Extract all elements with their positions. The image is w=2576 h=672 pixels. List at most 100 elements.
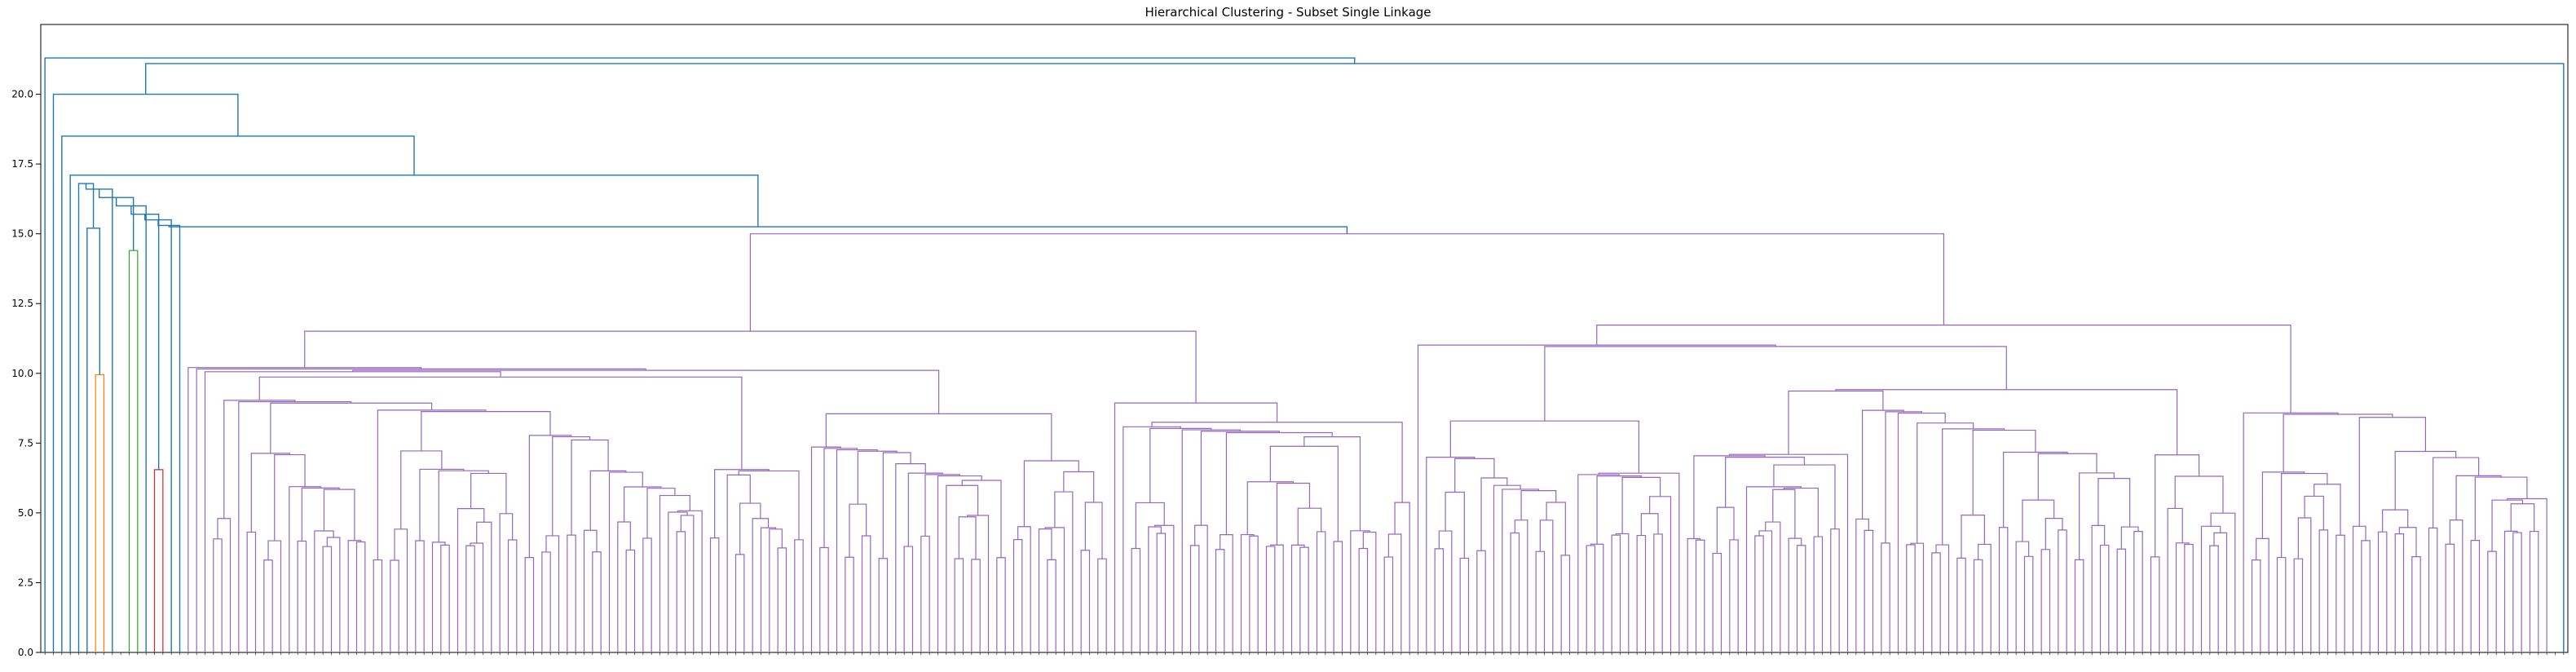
dendrogram-link [1577,474,1620,652]
dendrogram-link [1788,390,1884,455]
dendrogram-link [920,535,930,652]
dendrogram-link [1394,502,1410,652]
dendrogram-link [128,250,139,652]
dendrogram-link [499,513,514,652]
dendrogram-link [421,411,551,451]
dendrogram-link [1131,547,1141,652]
dendrogram-link [676,531,686,652]
dendrogram-link [1265,546,1276,652]
dendrogram-link [1864,529,1874,652]
dendrogram-link [2155,454,2200,557]
dendrogram-link [1063,471,1095,502]
dendrogram-link [2044,518,2063,550]
dendrogram-link [352,369,940,414]
dendrogram-link [1653,533,1663,652]
dendrogram-link [2394,533,2405,652]
dendrogram-link [1973,559,1983,652]
dendrogram-link [470,472,507,514]
y-axis: 0.0 2.5 5.0 7.5 10.0 12.5 15.0 17.5 20.0 [11,89,41,658]
dendrogram-link [1153,524,1175,652]
dendrogram-link [377,409,487,560]
dendrogram-link [326,537,341,652]
dendrogram-link [1687,537,1701,652]
dendrogram-link [1758,530,1773,652]
dendrogram-link [2213,532,2228,652]
dendrogram-link [996,557,1006,652]
dendrogram-link [845,556,854,652]
dendrogram-link-above-threshold [52,93,239,652]
dendrogram-link [571,439,609,536]
dendrogram-link [907,472,943,547]
y-tick-label: 20.0 [11,89,33,100]
dendrogram-link [1493,484,1521,652]
dendrogram-link [1772,489,1796,539]
dendrogram-link [2099,544,2110,652]
dendrogram-link [1942,428,2005,546]
dendrogram-link [1611,534,1621,652]
dendrogram-link [1745,486,1802,652]
dendrogram-link [1835,389,2178,455]
dendrogram-link [1754,535,1764,652]
dendrogram-link [419,468,465,542]
dendrogram-link [2297,517,2312,652]
dendrogram-link [250,453,290,533]
dendrogram-link [2251,559,2261,652]
dendrogram-link [1590,543,1604,652]
dendrogram-link [1290,544,1305,652]
dendrogram-link [2116,548,2127,652]
dendrogram-link [836,449,878,652]
dendrogram-link [2487,550,2497,652]
dendrogram-link [752,518,770,652]
dendrogram-link [1454,458,1495,493]
dendrogram-link [2175,542,2190,652]
dendrogram-link [2023,555,2034,652]
dendrogram-link [1080,550,1091,652]
dendrogram-link [2293,558,2304,652]
dendrogram-link [347,540,362,652]
dendrogram-link [1225,431,1333,535]
dendrogram-link [623,486,662,522]
dendrogram-link [1560,555,1571,652]
dendrogram-link [1246,481,1295,535]
dendrogram-link [1520,490,1557,520]
dendrogram-link [2336,534,2345,652]
dendrogram-link [394,528,408,652]
dendrogram-link [415,540,425,652]
dendrogram-link [2377,531,2388,652]
dendrogram-link [2184,543,2194,652]
dendrogram-link [153,469,164,652]
dendrogram-link [734,554,745,652]
dendrogram-link [2167,507,2183,652]
dendrogram-link [1998,527,2009,652]
dendrogram-link [2455,475,2502,520]
dendrogram-link [1830,528,1840,652]
dendrogram-links [44,57,2565,652]
dendrogram-link-above-threshold [77,183,95,652]
dendrogram-link [1476,550,1486,652]
dendrogram-link [431,542,446,652]
dendrogram-link [625,549,636,652]
dendrogram-link-above-threshold [86,228,101,652]
y-tick-label: 5.0 [18,507,33,519]
dendrogram-link [1881,542,1890,652]
dendrogram-link-above-threshold [44,57,1356,652]
dendrogram-link [760,527,777,652]
dendrogram-link [825,413,1052,461]
dendrogram-link [589,470,627,531]
dendrogram-link [1012,539,1023,652]
dendrogram-link [1972,429,2036,515]
dendrogram-link [794,539,804,652]
y-tick-label: 15.0 [11,228,33,240]
dendrogram-link [470,542,484,652]
dendrogram-link [1783,487,1819,537]
dendrogram-link [895,462,926,652]
dendrogram-link [1220,534,1233,652]
dendrogram-link [476,521,492,652]
dendrogram-link-above-threshold [130,206,160,470]
dendrogram-link [1917,422,1974,544]
plot-frame [40,24,2569,653]
dendrogram-link [438,470,489,542]
dendrogram-link [714,469,770,538]
dendrogram-link [1897,412,1946,652]
